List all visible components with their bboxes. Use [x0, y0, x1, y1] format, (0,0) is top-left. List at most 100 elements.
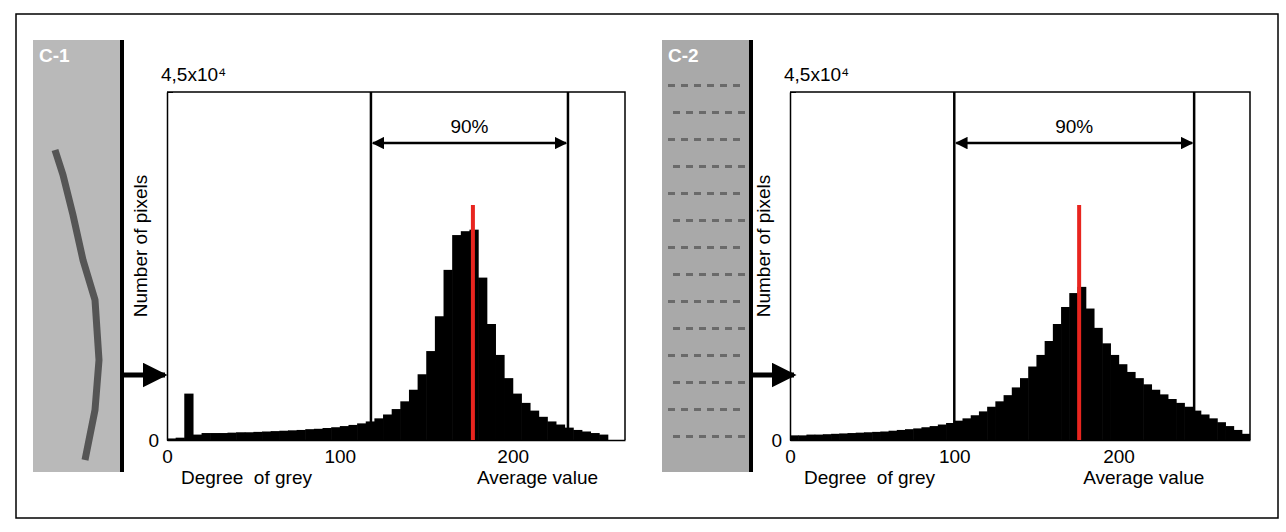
pointer-arrow: [751, 373, 794, 378]
histogram-bar: [271, 431, 280, 440]
histogram-bar: [392, 409, 401, 440]
texture: [681, 192, 688, 195]
texture: [673, 273, 680, 276]
texture: [707, 354, 714, 357]
histogram-bar: [856, 433, 865, 440]
texture: [699, 273, 706, 276]
texture: [681, 246, 688, 249]
tick: 0: [148, 430, 173, 451]
histogram-bar: [556, 425, 565, 440]
texture: [712, 327, 719, 330]
texture: [707, 408, 714, 411]
interval-bound: [370, 92, 373, 440]
texture: [699, 111, 706, 114]
texture: [673, 381, 680, 384]
histogram-bar: [357, 423, 366, 440]
histogram-bar: [987, 407, 996, 440]
texture: [720, 84, 727, 87]
tick: 100: [324, 434, 356, 467]
histogram-bar: [979, 411, 988, 440]
texture: [720, 138, 727, 141]
texture: [720, 300, 727, 303]
histogram-bar: [1020, 378, 1029, 440]
histogram-bar: [872, 432, 881, 440]
texture: [738, 273, 745, 276]
interval-label: 90%: [450, 116, 488, 137]
texture: [673, 165, 680, 168]
texture: [681, 84, 688, 87]
texture: [694, 84, 701, 87]
tick-label: 200: [1103, 446, 1135, 467]
interval-bound: [567, 92, 570, 440]
histogram-bar: [297, 430, 306, 440]
texture: [694, 300, 701, 303]
texture: [725, 219, 732, 222]
tick: 200: [497, 434, 529, 467]
histogram-bar: [995, 401, 1004, 440]
histogram-bar: [1225, 426, 1234, 440]
axis-line: [791, 440, 1251, 442]
histogram-bar: [897, 430, 906, 440]
y-axis: 0 4,5x10⁴: [148, 64, 226, 451]
texture: [738, 381, 745, 384]
histogram-bar: [1184, 407, 1193, 440]
texture: [720, 246, 727, 249]
histogram-bar: [1217, 422, 1226, 440]
histogram-bar: [971, 415, 980, 440]
texture: [738, 165, 745, 168]
texture: [686, 435, 693, 438]
histogram-bar: [504, 378, 513, 440]
histogram-bar: [418, 374, 427, 440]
tick: 4,5x10⁴: [161, 64, 226, 93]
texture: [738, 435, 745, 438]
histogram-bar: [314, 429, 323, 440]
histogram-bar: [184, 394, 193, 440]
texture: [712, 111, 719, 114]
texture: [681, 354, 688, 357]
bars: [167, 230, 608, 440]
panel: C-2010020004,5x10⁴Number of pixelsDegree…: [662, 40, 1251, 488]
texture: [738, 219, 745, 222]
tick-label: 4,5x10⁴: [161, 64, 226, 85]
panel: C-1010020004,5x10⁴Number of pixelsDegree…: [33, 40, 626, 488]
average-line: [471, 205, 475, 440]
histogram-bar: [1143, 384, 1152, 440]
texture: [694, 408, 701, 411]
y-axis-title: Number of pixels: [753, 175, 774, 318]
histogram-bar: [921, 427, 930, 440]
histogram-bar: [864, 432, 873, 440]
texture: [720, 354, 727, 357]
histogram-bar: [963, 418, 972, 440]
axis-line: [168, 440, 626, 442]
texture: [738, 327, 745, 330]
histogram-bar: [530, 411, 539, 440]
histogram-bar: [1094, 328, 1103, 440]
histogram-bar: [823, 434, 832, 440]
x-axis: 0100200: [162, 434, 625, 467]
histogram-bar: [1151, 390, 1160, 440]
texture: [668, 300, 675, 303]
texture: [681, 408, 688, 411]
histogram-bar: [331, 427, 340, 440]
histogram-bar: [1110, 355, 1119, 440]
histogram-bar: [880, 431, 889, 440]
tick-label: 100: [939, 446, 971, 467]
histogram-bar: [305, 429, 314, 440]
histogram-bar: [1061, 307, 1070, 440]
tick-mark: [167, 440, 173, 441]
tick-mark: [513, 434, 514, 440]
histogram-bar: [1036, 355, 1045, 440]
texture: [694, 192, 701, 195]
histogram-bar: [573, 430, 582, 440]
histogram-bar: [1086, 309, 1095, 440]
interval-arrow: [373, 142, 566, 145]
pointer-arrow: [122, 373, 165, 378]
texture: [733, 354, 740, 357]
histogram-bar: [409, 390, 418, 440]
average-line: [1077, 205, 1081, 440]
histogram-bar: [954, 421, 963, 440]
histogram-bar: [1168, 399, 1177, 440]
histogram-bar: [930, 426, 939, 440]
histogram-bar: [1201, 414, 1210, 440]
texture: [673, 111, 680, 114]
